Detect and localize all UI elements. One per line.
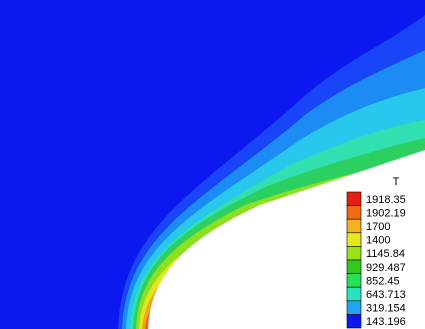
legend-title: T <box>393 176 400 188</box>
legend-swatch <box>346 191 362 206</box>
legend-swatch <box>346 232 362 247</box>
legend-label: 852.45 <box>366 275 400 287</box>
legend-label: 143.196 <box>366 316 406 328</box>
legend-label: 1400 <box>366 235 390 247</box>
legend-swatch <box>346 286 362 302</box>
legend-swatch <box>346 205 362 220</box>
legend-swatch <box>346 218 362 234</box>
legend-swatch <box>346 300 362 315</box>
legend-label: 929.487 <box>366 262 406 274</box>
legend-swatch <box>346 259 362 274</box>
legend-swatch <box>346 246 362 261</box>
legend-label: 1918.35 <box>366 194 406 206</box>
legend-label: 319.154 <box>366 303 406 315</box>
legend-label: 1902.19 <box>366 207 406 219</box>
legend-swatch <box>346 314 362 329</box>
legend-swatch <box>346 273 362 288</box>
legend-label: 1145.84 <box>366 248 405 260</box>
legend-label: 1700 <box>366 221 390 233</box>
legend-label: 643.713 <box>366 289 406 301</box>
